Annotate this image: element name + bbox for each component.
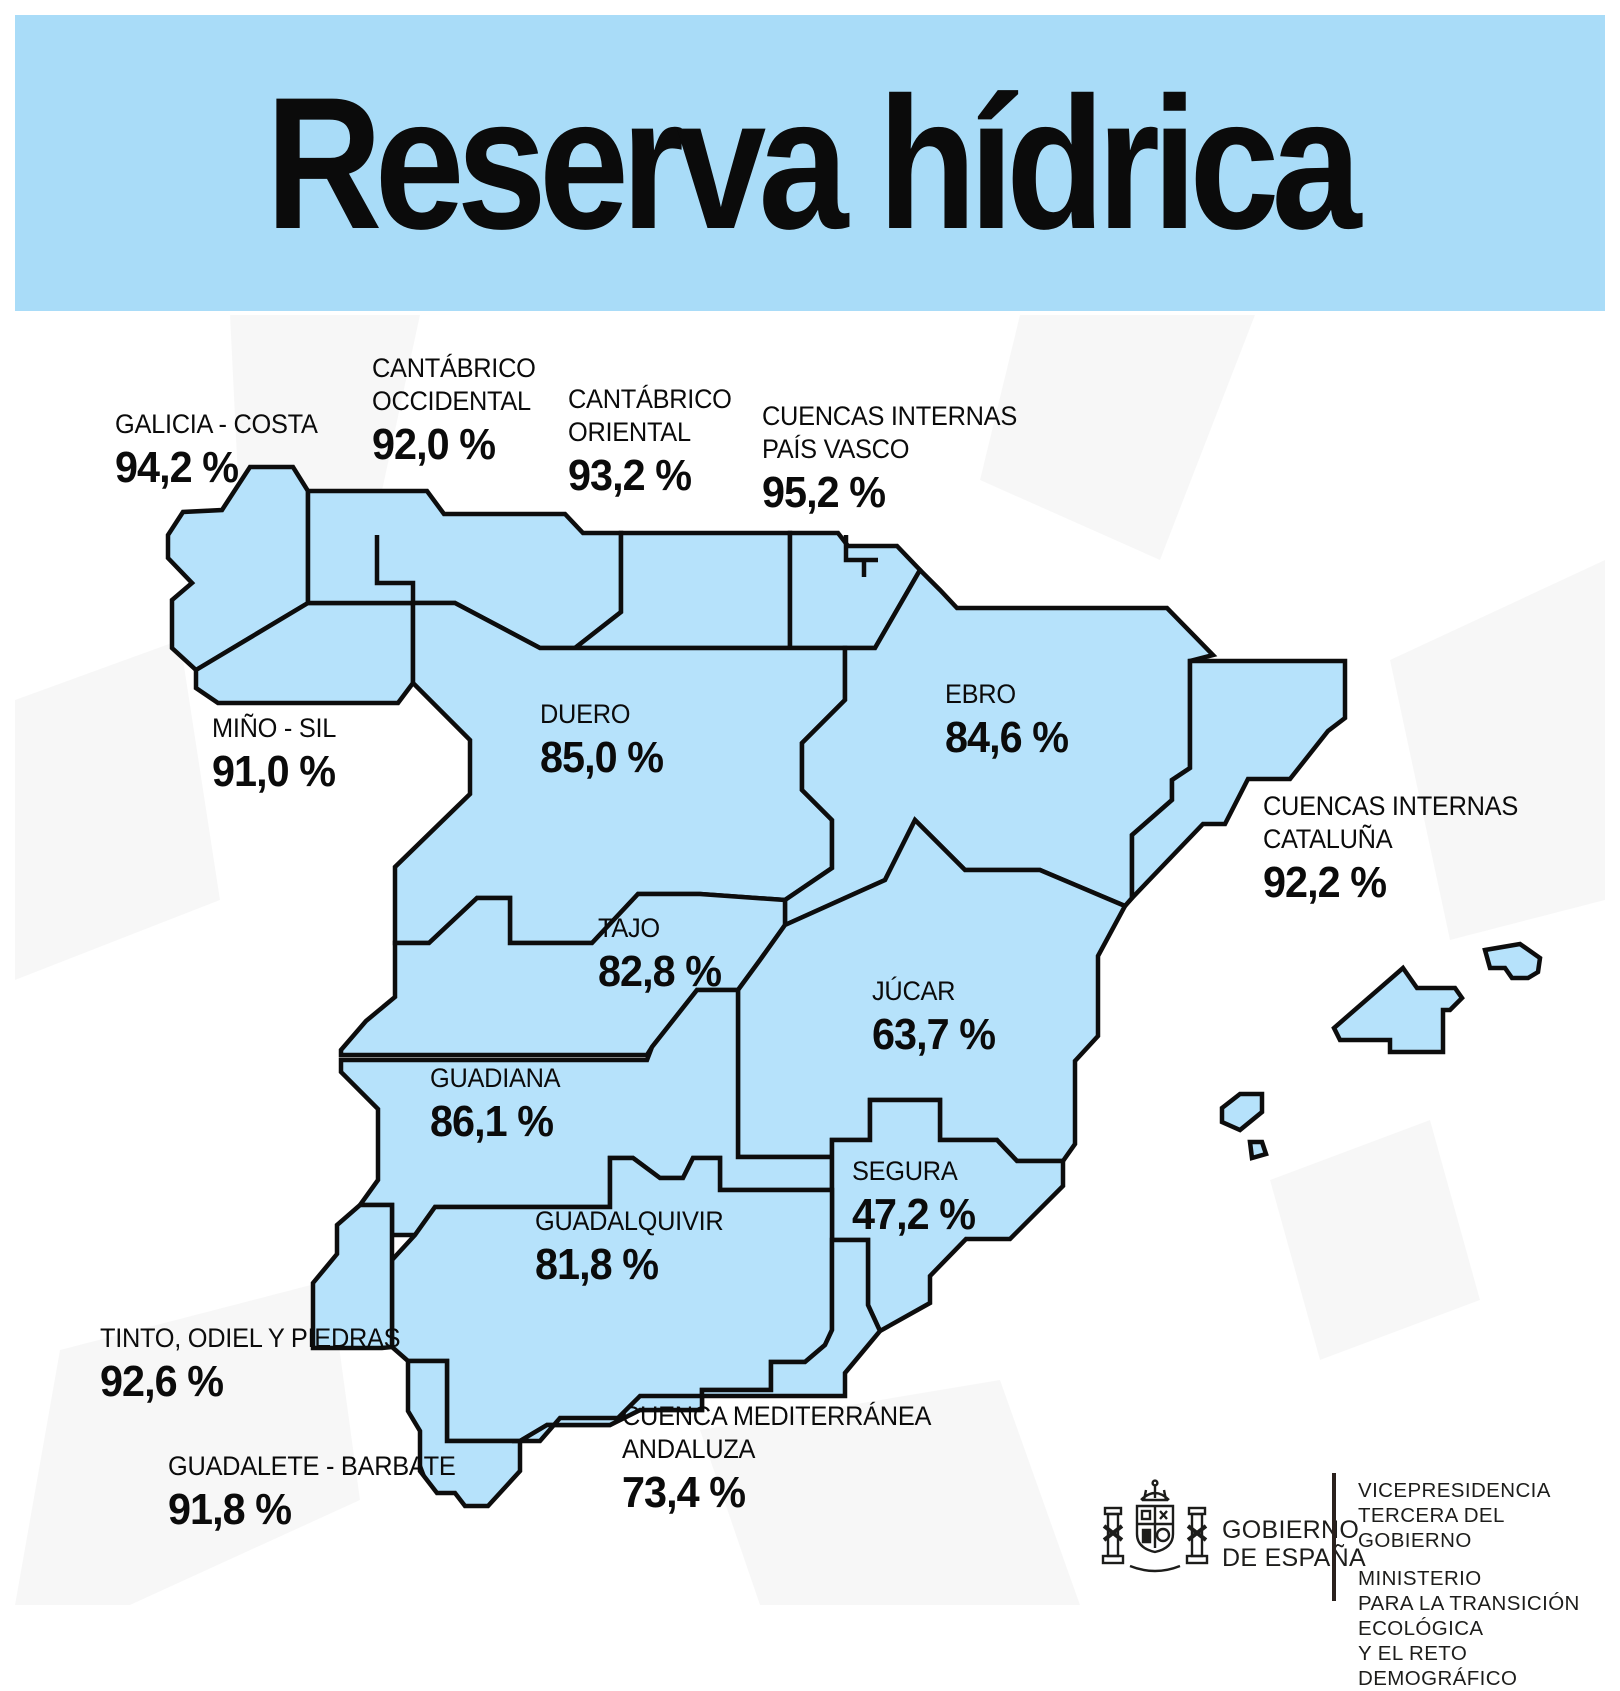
basin-labels: GALICIA - COSTA 94,2 % CANTÁBRICO OCCIDE…	[100, 353, 1518, 1534]
region-tinto-odiel-piedras	[310, 1202, 395, 1351]
label-duero: DUERO 85,0 %	[540, 699, 664, 782]
region-guadalete-barbate	[405, 1358, 523, 1509]
label-tajo: TAJO 82,8 %	[598, 913, 722, 996]
label-cantabrico-oriental: CANTÁBRICO ORIENTAL 93,2 %	[568, 384, 732, 500]
island-formentera	[1247, 1139, 1269, 1161]
island-ibiza	[1219, 1091, 1265, 1133]
island-mallorca	[1331, 964, 1465, 1055]
infographic: Reserva hídrica	[15, 15, 1605, 1690]
label-jucar: JÚCAR 63,7 %	[872, 976, 996, 1059]
label-tinto-odiel-piedras: TINTO, ODIEL Y PIEDRAS 92,6 %	[100, 1323, 401, 1406]
label-cuencas-pais-vasco: CUENCAS INTERNAS PAÍS VASCO 95,2 %	[762, 401, 1017, 517]
label-mino-sil: MIÑO - SIL 91,0 %	[212, 713, 337, 796]
label-mediterranea-andaluza: CUENCA MEDITERRÁNEA ANDALUZA 73,4 %	[622, 1401, 932, 1517]
label-guadalquivir: GUADALQUIVIR 81,8 %	[535, 1206, 724, 1289]
label-ebro: EBRO 84,6 %	[945, 679, 1069, 762]
ministry-text: MINISTERIO PARA LA TRANSICIÓN ECOLÓGICA …	[1358, 1567, 1580, 1690]
label-guadalete-barbate: GUADALETE - BARBATE 91,8 %	[168, 1451, 456, 1534]
government-name: GOBIERNO DE ESPAÑA	[1222, 1516, 1366, 1572]
title-banner: Reserva hídrica	[15, 15, 1605, 311]
spain-coat-of-arms-icon	[1101, 1479, 1209, 1573]
label-guadiana: GUADIANA 86,1 %	[430, 1063, 561, 1146]
footer: GOBIERNO DE ESPAÑA VICEPRESIDENCIA TERCE…	[1100, 1468, 1605, 1690]
label-segura: SEGURA 47,2 %	[852, 1156, 976, 1239]
spain-basins-map	[165, 464, 1543, 1509]
page-title: Reserva hídrica	[265, 58, 1362, 268]
label-galicia-costa: GALICIA - COSTA 94,2 %	[115, 409, 318, 492]
region-mediterranea-andaluza	[511, 1237, 883, 1444]
basin-regions	[165, 464, 1543, 1509]
island-menorca	[1482, 941, 1543, 981]
coast-detail-lines	[374, 535, 878, 601]
label-cantabrico-occidental: CANTÁBRICO OCCIDENTAL 92,0 %	[372, 353, 536, 469]
region-cuencas-cataluna	[1129, 658, 1348, 904]
footer-divider	[1332, 1473, 1336, 1601]
label-cuencas-cataluna: CUENCAS INTERNAS CATALUÑA 92,2 %	[1263, 791, 1518, 907]
vicepresidency-text: VICEPRESIDENCIA TERCERA DEL GOBIERNO	[1358, 1479, 1551, 1552]
department-names: VICEPRESIDENCIA TERCERA DEL GOBIERNO MIN…	[1358, 1478, 1605, 1691]
